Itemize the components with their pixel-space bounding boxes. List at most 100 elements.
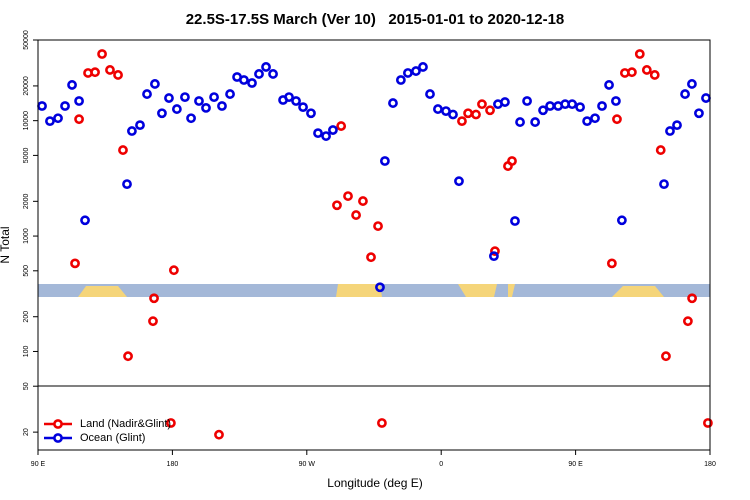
surface-strip: [38, 284, 710, 297]
point: [321, 131, 331, 141]
x-tick-label: 90 E: [31, 461, 46, 468]
y-tick-label: 50: [23, 382, 30, 390]
point: [604, 80, 614, 90]
point: [582, 116, 592, 127]
land-strip: [336, 284, 382, 297]
point: [74, 114, 84, 125]
point: [590, 113, 600, 124]
legend-marker: [53, 419, 63, 429]
point: [611, 96, 621, 106]
point: [687, 79, 697, 89]
land-strip: [612, 286, 664, 297]
point: [306, 108, 316, 119]
point: [291, 96, 301, 106]
point: [672, 120, 682, 131]
point: [343, 191, 353, 201]
point: [377, 418, 387, 428]
point: [332, 200, 342, 211]
legend-label: Land (Nadir&Glint): [80, 418, 171, 430]
point: [53, 113, 63, 124]
point: [433, 104, 443, 114]
point: [298, 102, 308, 113]
point: [616, 215, 627, 226]
point: [90, 67, 100, 78]
point: [530, 117, 541, 127]
point: [649, 70, 660, 80]
plot-frame: [37, 39, 711, 451]
point: [694, 108, 704, 119]
point: [489, 251, 499, 262]
y-tick-label: 5000: [23, 148, 30, 164]
y-tick-label: 500: [23, 265, 30, 277]
y-tick-label: 2000: [23, 193, 30, 209]
point: [682, 316, 693, 327]
point: [225, 89, 235, 99]
point: [665, 126, 675, 136]
point: [597, 101, 607, 111]
point: [425, 89, 435, 99]
point: [247, 78, 257, 88]
point: [641, 65, 652, 75]
x-axis-label: Longitude (deg E): [327, 476, 422, 490]
point: [123, 351, 133, 362]
land-strip: [458, 284, 497, 297]
point: [74, 96, 84, 106]
point: [538, 105, 548, 116]
point: [127, 126, 137, 136]
point: [201, 102, 211, 113]
point: [661, 351, 671, 362]
point: [157, 108, 167, 119]
y-axis-label: N Total: [0, 226, 12, 263]
x-tick-label: 90 E: [568, 461, 583, 468]
point: [515, 117, 525, 127]
point: [575, 102, 585, 113]
point: [448, 109, 458, 120]
point: [186, 113, 196, 124]
point: [366, 252, 376, 263]
point: [358, 196, 368, 206]
land-strip: [508, 284, 515, 297]
x-tick-label: 0: [439, 461, 443, 468]
point: [166, 418, 176, 428]
point: [60, 101, 70, 111]
point: [380, 156, 390, 166]
point: [687, 293, 697, 304]
point: [454, 176, 464, 187]
point: [477, 99, 487, 110]
point: [45, 116, 55, 127]
point: [500, 97, 510, 107]
point: [214, 429, 224, 440]
y-tick-label: 50000: [23, 30, 30, 50]
point: [209, 92, 219, 103]
point: [411, 66, 421, 76]
point: [336, 121, 347, 131]
x-tick-label: 90 W: [299, 461, 316, 468]
point: [680, 89, 690, 99]
point: [510, 216, 520, 226]
point: [606, 258, 617, 269]
point: [149, 293, 159, 304]
series: [70, 49, 713, 440]
point: [351, 210, 361, 220]
point: [113, 70, 123, 80]
y-tick-label: 10000: [23, 111, 30, 131]
point: [703, 418, 713, 428]
point: [164, 93, 174, 103]
point: [373, 221, 383, 231]
point: [254, 69, 264, 79]
point: [180, 92, 190, 103]
x-tick-label: 180: [167, 461, 179, 468]
point: [105, 65, 115, 75]
y-tick-label: 20: [23, 428, 30, 436]
point: [395, 75, 406, 85]
point: [67, 80, 77, 90]
y-tick-label: 200: [23, 311, 30, 323]
point: [261, 62, 271, 72]
point: [268, 69, 278, 79]
y-tick-label: 100: [23, 346, 30, 358]
point: [313, 128, 323, 139]
point: [171, 104, 182, 114]
legend-marker: [53, 433, 63, 443]
